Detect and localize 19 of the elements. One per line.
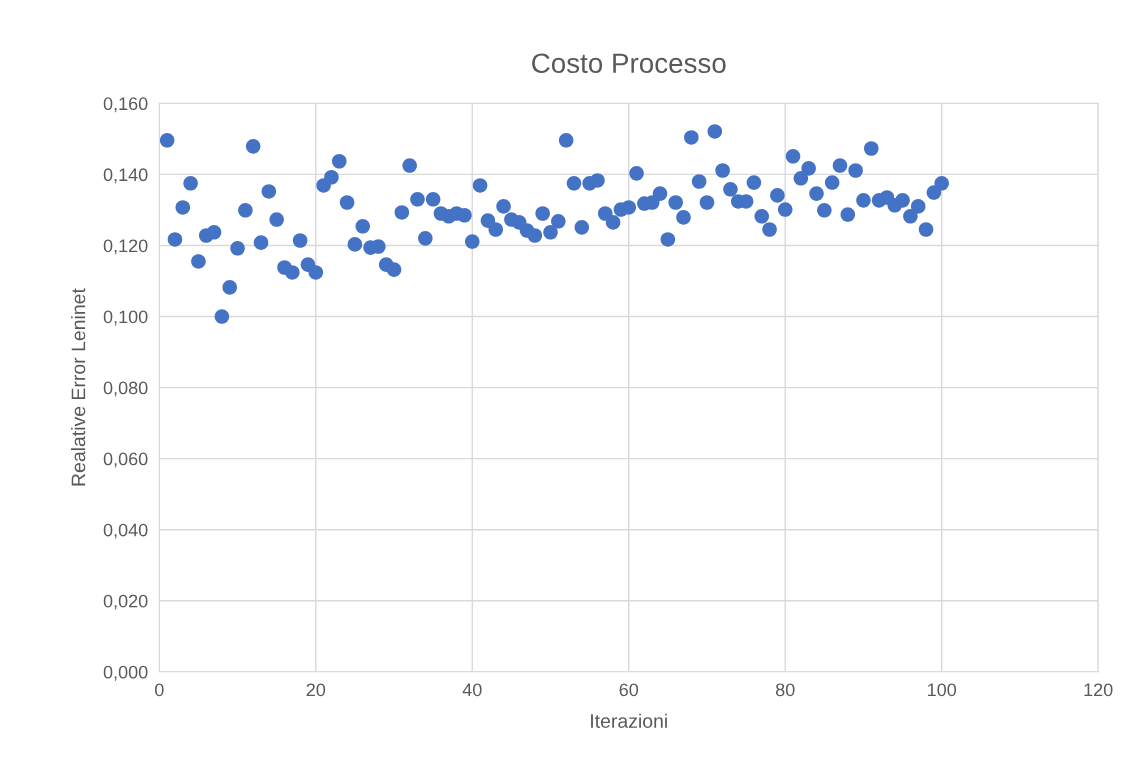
- y-tick-label: 0,120: [103, 239, 148, 255]
- x-axis-title: Iterazioni: [591, 713, 667, 728]
- y-axis-title: Realative Error Leninet: [71, 288, 86, 486]
- y-tick-label: 0,040: [103, 523, 148, 539]
- y-tick-label: 0,140: [103, 168, 148, 184]
- y-tick-label: 0,000: [103, 665, 148, 681]
- x-tick-label: 40: [462, 683, 482, 697]
- x-tick-label: 60: [619, 683, 639, 697]
- x-tick-label: 100: [928, 683, 957, 697]
- y-tick-label: 0,160: [103, 97, 148, 113]
- x-tick-label: 80: [775, 683, 795, 697]
- y-tick-label: 0,060: [103, 452, 148, 468]
- chart-title: Costo Processo: [532, 53, 726, 74]
- y-tick-label: 0,020: [103, 594, 148, 610]
- y-tick-label: 0,080: [103, 381, 148, 397]
- x-tick-label: 20: [306, 683, 326, 697]
- y-tick-label: 0,100: [103, 310, 148, 326]
- x-tick-label: 120: [1084, 683, 1113, 697]
- x-tick-label: 0: [155, 683, 164, 697]
